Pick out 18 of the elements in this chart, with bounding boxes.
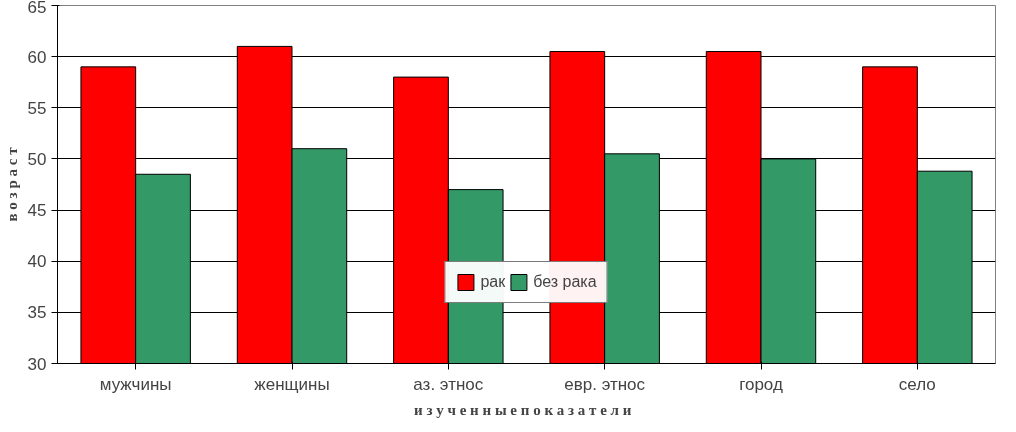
y-tick-label: 40	[27, 252, 47, 272]
y-tick-label: 50	[27, 149, 47, 169]
y-axis-title: в о з р а с т	[3, 146, 20, 222]
legend-label: без рака	[533, 273, 597, 291]
x-tick-label: евр. этнос	[564, 374, 646, 394]
y-tick-label: 55	[27, 98, 47, 118]
y-tick-label: 35	[27, 303, 47, 323]
y-tick-label: 30	[27, 354, 47, 374]
x-tick-label: женщины	[254, 374, 330, 394]
x-tick-label: аз. этнос	[413, 374, 484, 394]
y-tick-label: 60	[27, 47, 47, 67]
x-axis-title: и з у ч е н н ы е п о к а з а т е л и	[414, 401, 632, 418]
y-tick-label: 65	[27, 0, 47, 17]
x-tick-label: село	[898, 374, 936, 394]
x-tick-label: мужчины	[99, 374, 172, 394]
legend-label: рак	[480, 273, 506, 291]
x-tick-label: город	[739, 374, 783, 394]
y-tick-label: 45	[27, 201, 47, 221]
